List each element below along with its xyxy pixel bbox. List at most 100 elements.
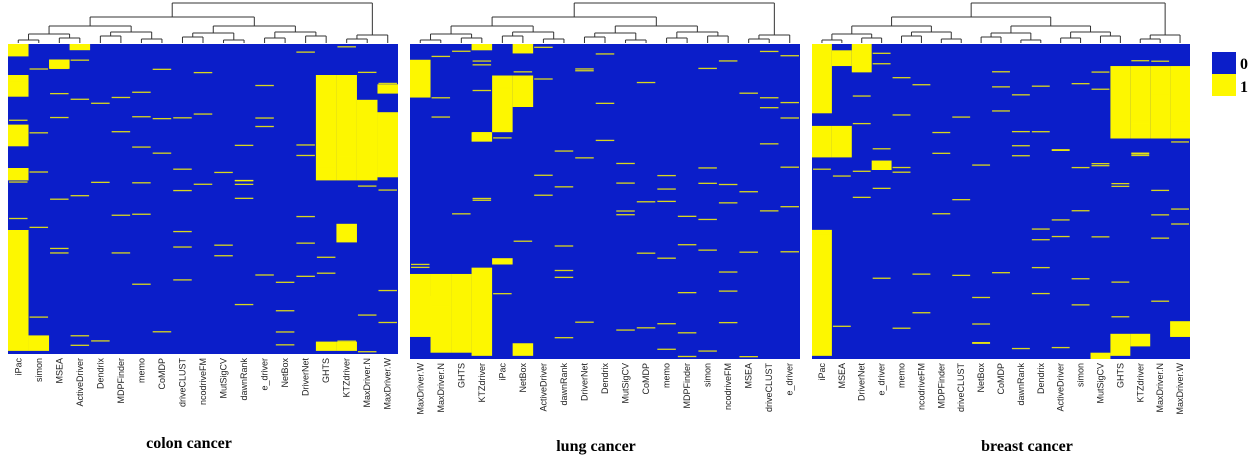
cell-stripe [234, 183, 254, 186]
column-label: driveCLUST [177, 358, 187, 408]
cell-stripe [1071, 210, 1090, 212]
panel-colon: iPac simon MSEA ActiveDriver Dendrix MDPFinde… [8, 2, 398, 452]
panel-title-lung: lung cancer [556, 438, 636, 455]
column-label: KTZdriver [477, 363, 487, 403]
cell-stripe [952, 199, 971, 201]
cell-stripe [152, 68, 172, 70]
cell-stripe [173, 117, 192, 119]
cell-stripe [912, 312, 931, 314]
cell-value-1 [831, 125, 852, 158]
cell-stripe [173, 230, 192, 233]
cell-stripe [718, 202, 738, 204]
cell-stripe [29, 68, 49, 70]
cell-value-1 [1130, 333, 1151, 347]
column-label: simon [703, 363, 713, 387]
cell-stripe [472, 89, 492, 92]
cell-stripe [357, 71, 377, 74]
column-label: GHTS [1115, 363, 1125, 388]
cell-stripe [255, 117, 274, 119]
cell-value-1 [8, 230, 29, 351]
column-label: Dendrix [600, 363, 610, 395]
panel-lung: MaxDriver.W MaxDriver.N GHTS KTZdriver iPac N… [410, 2, 800, 455]
cell-value-1 [492, 75, 513, 133]
cell-stripe [718, 183, 738, 186]
cell-stripe [234, 197, 254, 199]
heatmap-grid [410, 44, 800, 359]
cell-stripe [29, 171, 49, 173]
cell-stripe [1131, 154, 1150, 157]
cell-stripe [1011, 130, 1030, 133]
cell-stripe [1131, 153, 1150, 155]
cell-stripe [70, 195, 90, 197]
cell-stripe [1171, 120, 1189, 122]
cell-stripe [718, 60, 738, 62]
cell-stripe [1051, 219, 1070, 221]
cell-stripe [636, 252, 656, 254]
cell-stripe [1151, 214, 1170, 216]
cell-stripe [493, 116, 512, 118]
cell-stripe [29, 132, 49, 134]
cell-value-1 [471, 44, 493, 51]
cell-stripe [1091, 71, 1110, 73]
cell-stripe [132, 283, 151, 285]
cell-stripe [832, 175, 851, 177]
cell-stripe [275, 281, 295, 283]
cell-stripe [657, 188, 676, 190]
column-label: NetBox [280, 358, 290, 388]
cell-value-1 [1170, 66, 1190, 139]
cell-stripe [132, 182, 151, 184]
cell-stripe [1111, 335, 1130, 337]
column-labels: iPac simon MSEA ActiveDriver Dendrix MDPFinde… [13, 357, 392, 409]
cell-stripe [70, 59, 90, 61]
cell-stripe [892, 166, 911, 169]
cell-value-1 [1150, 66, 1171, 139]
cell-value-1 [851, 44, 872, 73]
cell-stripe [780, 206, 799, 208]
cell-stripe [275, 344, 295, 346]
cell-stripe [1071, 166, 1090, 169]
cell-stripe [636, 81, 656, 84]
cell-stripe [657, 174, 676, 177]
legend-label-1: 1 [1240, 79, 1248, 96]
cell-stripe [992, 110, 1010, 112]
column-label: MaxDriver.N [362, 358, 372, 408]
cell-stripe [9, 181, 28, 183]
cell-stripe [1111, 316, 1130, 318]
cell-stripe [132, 213, 151, 215]
cell-stripe [1071, 278, 1090, 280]
cell-stripe [255, 125, 274, 128]
cell-value-1 [451, 273, 472, 353]
cell-stripe [1111, 71, 1130, 73]
cell-stripe [780, 251, 799, 253]
cell-stripe [111, 252, 131, 254]
cell-stripe [677, 332, 697, 334]
cell-stripe [677, 355, 697, 358]
cell-stripe [472, 132, 492, 134]
column-dendrogram [17, 2, 389, 43]
cell-stripe [378, 82, 397, 85]
cell-stripe [813, 140, 831, 142]
cell-stripe [554, 337, 574, 339]
cell-stripe [378, 189, 397, 191]
cell-stripe [554, 186, 574, 188]
cell-stripe [892, 171, 911, 173]
cell-stripe [513, 71, 533, 73]
column-label: MSEA [837, 363, 847, 389]
cell-stripe [852, 122, 871, 125]
column-dendrogram [821, 2, 1181, 43]
cell-value-1 [1110, 66, 1131, 139]
cell-stripe [411, 266, 430, 269]
cell-stripe [431, 116, 451, 118]
cell-stripe [575, 70, 594, 72]
cell-stripe [50, 116, 69, 119]
cell-stripe [296, 242, 315, 244]
panel-title-breast: breast cancer [981, 438, 1073, 455]
cell-stripe [193, 113, 213, 115]
cell-stripe [452, 50, 471, 52]
cell-stripe [1011, 347, 1030, 350]
cell-stripe [9, 79, 28, 82]
cell-value-1 [8, 168, 29, 181]
column-label: MutSigCV [219, 358, 229, 399]
cell-stripe [952, 116, 971, 118]
cell-stripe [1051, 235, 1070, 238]
